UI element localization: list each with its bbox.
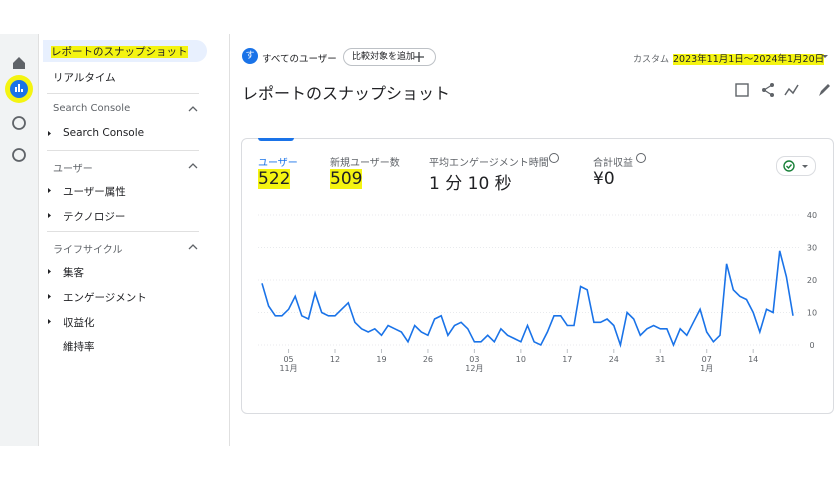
metric-value: 522 [258, 169, 291, 189]
metric-value: ¥0 [593, 169, 615, 189]
icon-rail [0, 34, 39, 446]
x-tick-label: 24 [609, 355, 619, 364]
edit-icon[interactable] [735, 83, 749, 97]
nav-item[interactable]: ユーザー属性 [63, 186, 126, 198]
nav-item[interactable]: 集客 [63, 267, 84, 279]
date-dropdown[interactable] [820, 53, 830, 61]
x-tick-label: 26 [423, 355, 433, 364]
sidebar-icons [48, 106, 198, 324]
segment-badge: す [242, 48, 258, 64]
compare-button[interactable]: 比較対象を追加 [343, 48, 437, 66]
x-tick-label: 03 [469, 355, 479, 364]
status-chip[interactable] [776, 156, 816, 176]
series-line [261, 250, 794, 349]
section-title[interactable]: ユーザー [53, 164, 93, 175]
section-title[interactable]: ライフサイクル [53, 245, 123, 256]
x-month-label: 1月 [700, 364, 713, 373]
date-prefix: カスタム [633, 55, 670, 65]
nav-item[interactable]: レポートのスナップショット [51, 46, 188, 58]
explore-icon[interactable] [12, 116, 26, 130]
x-month-label: 11月 [279, 364, 297, 373]
insights-icon[interactable] [784, 84, 799, 96]
section-title[interactable]: Search Console [53, 103, 131, 114]
y-tick-label: 20 [807, 276, 817, 285]
sidebar: レポートのスナップショット リアルタイム Search Console Sear… [39, 34, 230, 446]
plus-icon [414, 52, 424, 62]
x-tick-label: 10 [516, 355, 526, 364]
rail-icons [5, 57, 33, 162]
page-title: レポートのスナップショット [242, 84, 451, 103]
help-icons [549, 153, 646, 163]
pencil-icon[interactable] [819, 84, 830, 96]
home-icon[interactable] [13, 57, 25, 69]
nav-item[interactable]: リアルタイム [53, 72, 116, 84]
x-tick-label: 07 [702, 355, 712, 364]
x-month-label: 12月 [465, 364, 483, 373]
metric-label[interactable]: 平均エンゲージメント時間 [429, 158, 549, 169]
share-icon[interactable] [762, 83, 774, 97]
metric-label[interactable]: 新規ユーザー数 [330, 158, 400, 169]
metric-value: 509 [330, 169, 363, 189]
nav-item[interactable]: 維持率 [63, 341, 95, 353]
nav-item[interactable]: テクノロジー [63, 211, 126, 223]
x-tick-label: 14 [748, 355, 758, 364]
toolbar-icons [735, 83, 830, 97]
date-range[interactable]: 2023年11月1日～2024年1月20日 [673, 54, 825, 65]
y-tick-label: 30 [807, 244, 817, 253]
metric-label[interactable]: ユーザー [258, 158, 298, 169]
x-tick-label: 17 [562, 355, 572, 364]
x-tick-label: 31 [655, 355, 665, 364]
nav-item[interactable]: 収益化 [63, 317, 95, 329]
nav-item[interactable]: Search Console [63, 127, 145, 139]
metric-value: 1 分 10 秒 [429, 174, 512, 194]
metric-label[interactable]: 合計収益 [593, 158, 633, 169]
ads-icon[interactable] [12, 148, 26, 162]
segment-chip[interactable]: すべてのユーザー [262, 54, 337, 65]
y-tick-label: 0 [809, 341, 814, 350]
nav-item[interactable]: エンゲージメント [63, 292, 147, 304]
y-tick-label: 10 [807, 309, 817, 318]
x-tick-label: 12 [330, 355, 340, 364]
x-tick-label: 19 [376, 355, 386, 364]
y-tick-label: 40 [807, 211, 817, 220]
x-tick-label: 05 [283, 355, 293, 364]
card [241, 138, 834, 414]
